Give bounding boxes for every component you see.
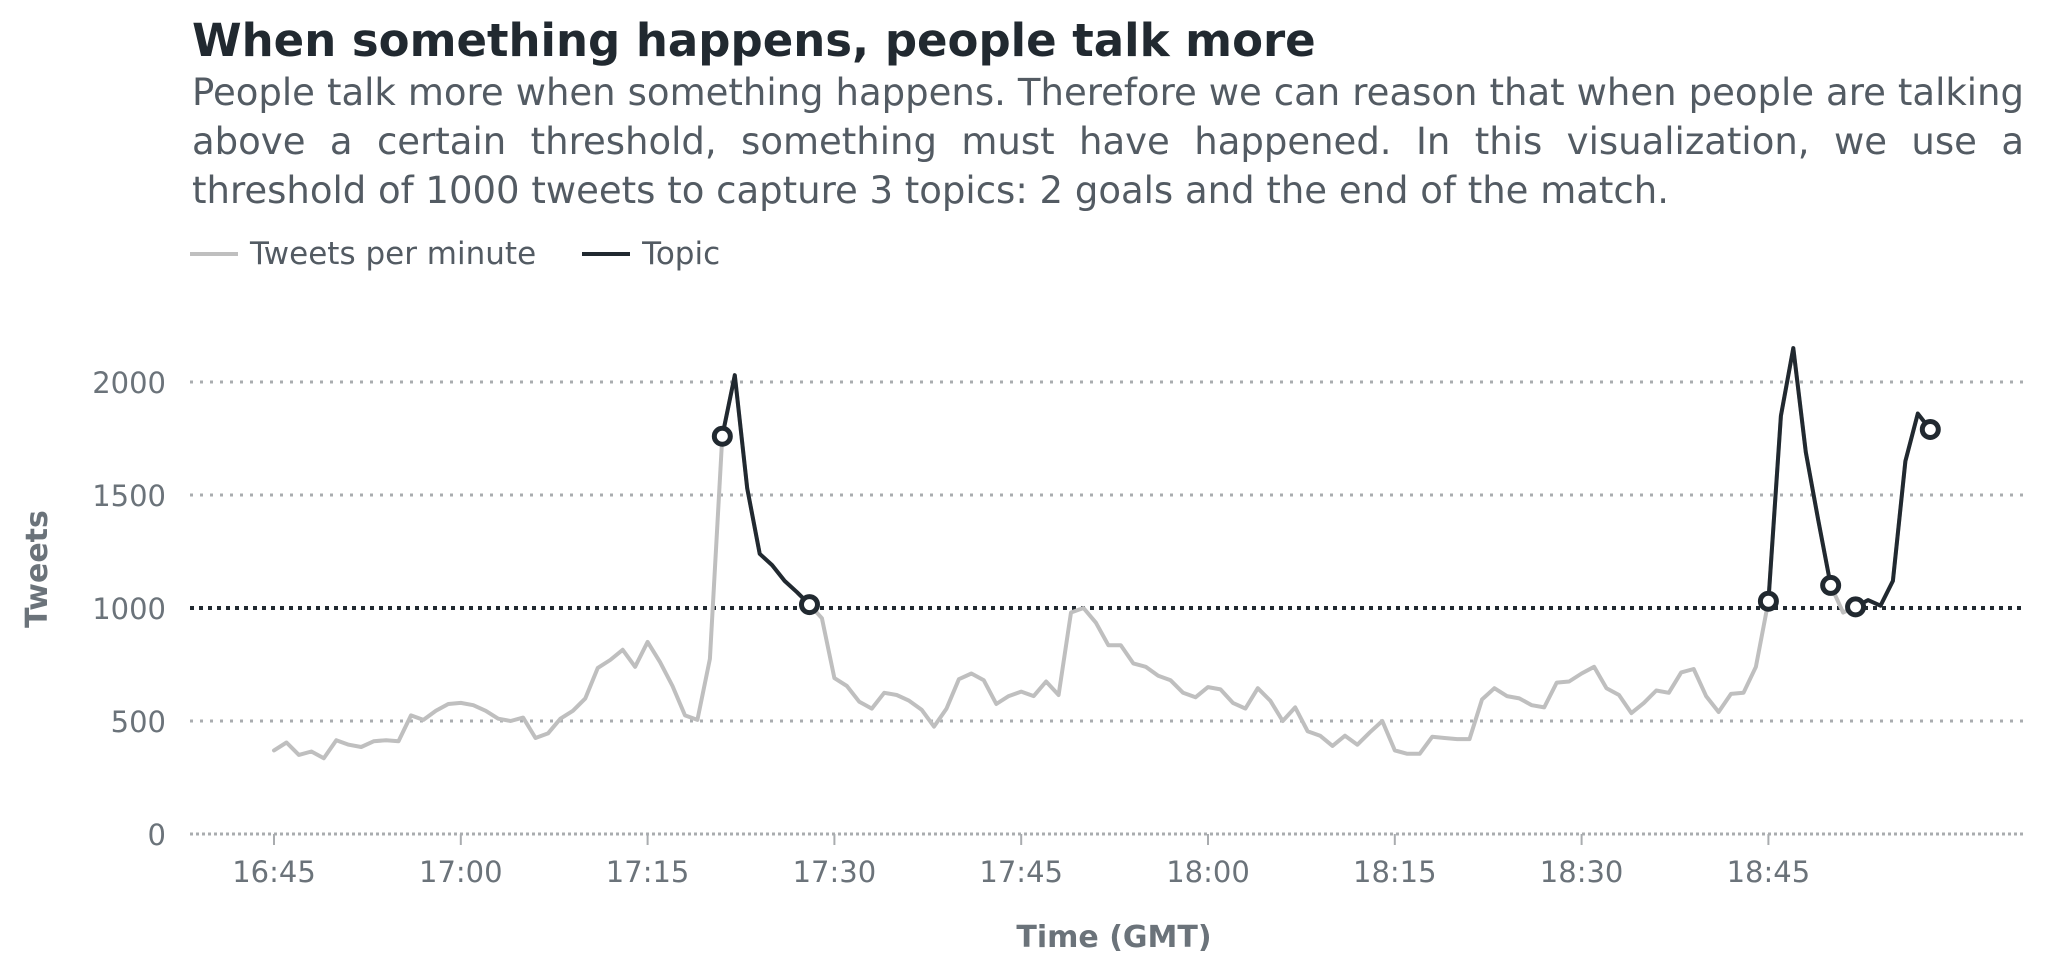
y-axis-title: Tweets	[20, 510, 55, 628]
series-line-topic-1	[720, 373, 812, 607]
legend-item-topic: Topic	[582, 236, 720, 272]
topic-marker-1	[711, 425, 733, 447]
x-tick-label-1800: 18:00	[1166, 855, 1250, 889]
series-lines	[272, 346, 1933, 761]
legend-swatch-tweets	[190, 252, 238, 256]
x-tick-label-1730: 17:30	[793, 855, 877, 889]
topic-marker-6	[1919, 418, 1941, 440]
legend-label-topic: Topic	[642, 236, 721, 272]
y-tick-label-1000: 1000	[92, 592, 166, 626]
series-line-tweets-per-minute	[272, 346, 1933, 761]
y-tick-label-1500: 1500	[92, 479, 166, 513]
chart-title: When something happens, people talk more	[192, 14, 1316, 67]
legend-label-tweets: Tweets per minute	[250, 236, 537, 272]
topic-marker-2	[798, 594, 820, 616]
x-axis-title: Time (GMT)	[1016, 920, 1211, 955]
y-tick-label-500: 500	[111, 705, 166, 739]
x-tick-label-1845: 18:45	[1727, 855, 1811, 889]
x-tick-label-1815: 18:15	[1353, 855, 1437, 889]
x-tick-label-1715: 17:15	[606, 855, 690, 889]
x-tick-label-1700: 17:00	[419, 855, 503, 889]
y-tick-label-2000: 2000	[92, 366, 166, 400]
chart-legend: Tweets per minute Topic	[190, 234, 766, 274]
series-line-topic-2	[1766, 346, 1833, 604]
x-axis-ticks: 16:45 17:00 17:15 17:30 17:45 18:00 18:15 18:30…	[232, 834, 1810, 889]
y-tick-label-0: 0	[148, 818, 166, 852]
topic-marker-4	[1820, 574, 1842, 596]
x-tick-label-1830: 18:30	[1540, 855, 1624, 889]
x-tick-label-1645: 16:45	[232, 855, 316, 889]
x-tick-label-1745: 17:45	[979, 855, 1063, 889]
topic-markers	[711, 418, 1941, 618]
legend-item-tweets: Tweets per minute	[190, 236, 536, 272]
topic-marker-5	[1845, 596, 1867, 618]
gridlines	[190, 380, 2025, 836]
chart-subtitle: People talk more when something happens.…	[192, 71, 2024, 212]
series-line-topic-3	[1853, 411, 1933, 609]
legend-swatch-topic	[582, 252, 631, 256]
y-axis-ticks: 0 500 1000 1500 2000	[92, 366, 166, 852]
topic-marker-3	[1757, 590, 1779, 612]
